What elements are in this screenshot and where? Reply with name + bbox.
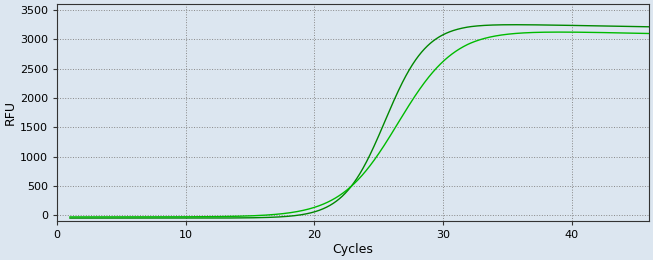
X-axis label: Cycles: Cycles	[332, 243, 374, 256]
Y-axis label: RFU: RFU	[4, 100, 17, 125]
